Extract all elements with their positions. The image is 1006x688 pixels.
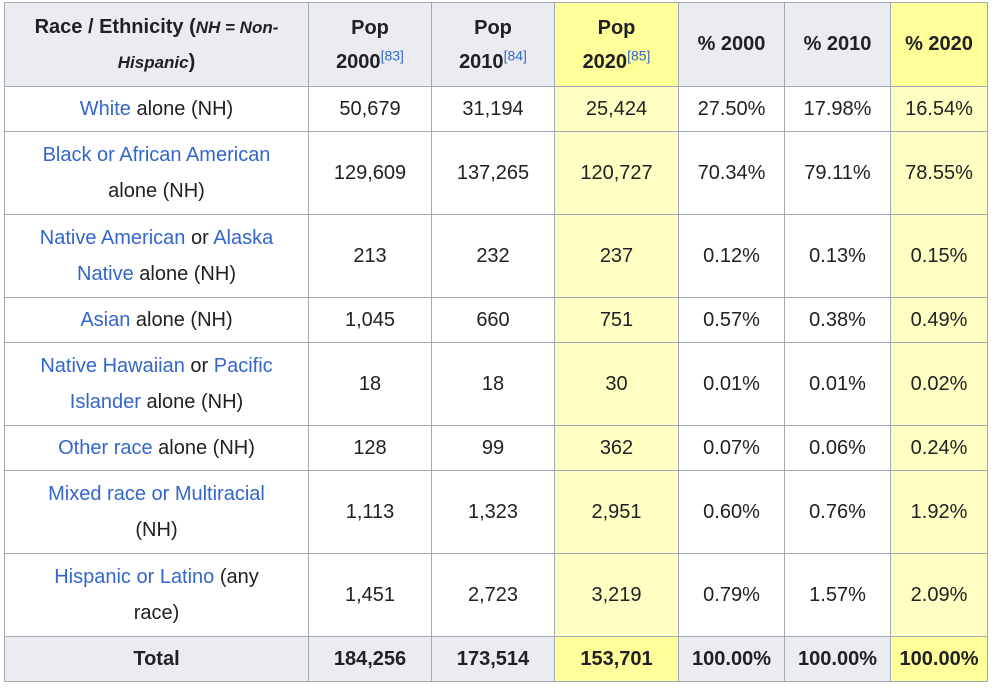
pct-2010-cell: 0.06% bbox=[784, 425, 891, 471]
pop-2020-cell: 237 bbox=[554, 214, 679, 298]
pop-2020-cell: 3,219 bbox=[554, 553, 679, 637]
pct-2010-cell: 0.13% bbox=[784, 214, 891, 298]
race-link-hispanic-latino[interactable]: Hispanic or Latino bbox=[54, 566, 215, 588]
table-row: Black or African American alone (NH) 129,… bbox=[4, 131, 988, 215]
table-row: Mixed race or Multiracial (NH) 1,113 1,32… bbox=[4, 470, 988, 554]
header-race-label: Race / Ethnicity bbox=[34, 15, 184, 38]
race-link-native-american[interactable]: Native American bbox=[39, 227, 186, 249]
pop-2010-cell: 1,323 bbox=[431, 470, 555, 554]
pop-2000-cell: 1,451 bbox=[308, 553, 432, 637]
pop-2000-cell: 129,609 bbox=[308, 131, 432, 215]
pct-2020-cell: 0.24% bbox=[890, 425, 988, 471]
pct-2010-cell: 79.11% bbox=[784, 131, 891, 215]
total-row: Total 184,256 173,514 153,701 100.00% 10… bbox=[4, 636, 988, 682]
table-row: White alone (NH) 50,679 31,194 25,424 27… bbox=[4, 86, 988, 132]
pct-2010-cell: 17.98% bbox=[784, 86, 891, 132]
race-cell: White alone (NH) bbox=[4, 86, 309, 132]
header-pct-2020: % 2020 bbox=[890, 2, 988, 87]
race-link-pacific-islander[interactable]: Pacific Islander bbox=[69, 355, 273, 413]
pct-2010-cell: 0.38% bbox=[784, 297, 891, 343]
total-pop-2000: 184,256 bbox=[308, 636, 432, 682]
pct-2000-cell: 0.57% bbox=[678, 297, 785, 343]
header-race-ethnicity: Race / Ethnicity (NH = Non-Hispanic) bbox=[4, 2, 309, 87]
pop-2000-cell: 18 bbox=[308, 342, 432, 426]
total-pct-2010: 100.00% bbox=[784, 636, 891, 682]
pop-2000-cell: 1,113 bbox=[308, 470, 432, 554]
race-link-black[interactable]: Black or African American bbox=[42, 144, 271, 166]
pct-2010-cell: 0.01% bbox=[784, 342, 891, 426]
pct-2020-cell: 0.15% bbox=[890, 214, 988, 298]
race-ethnicity-table: Race / Ethnicity (NH = Non-Hispanic) Pop… bbox=[4, 2, 988, 682]
pop-2010-cell: 99 bbox=[431, 425, 555, 471]
race-link-asian[interactable]: Asian bbox=[80, 308, 131, 331]
header-pop-2020: Pop 2020[85] bbox=[554, 2, 679, 87]
table-row: Native Hawaiian or Pacific Islander alone… bbox=[4, 342, 988, 426]
total-label: Total bbox=[4, 636, 309, 682]
race-cell: Native American or Alaska Native alone (N… bbox=[4, 214, 309, 298]
header-race-note: NH = Non-Hispanic bbox=[117, 17, 279, 72]
pct-2020-cell: 0.49% bbox=[890, 297, 988, 343]
pct-2020-cell: 0.02% bbox=[890, 342, 988, 426]
pct-2020-cell: 1.92% bbox=[890, 470, 988, 554]
ref-link-84[interactable]: [84] bbox=[503, 46, 527, 63]
race-link-mixed-race[interactable]: Mixed race or Multiracial bbox=[48, 483, 265, 505]
header-pop-2010: Pop 2010[84] bbox=[431, 2, 555, 87]
pop-2000-cell: 1,045 bbox=[308, 297, 432, 343]
pop-2000-cell: 50,679 bbox=[308, 86, 432, 132]
total-pct-2020: 100.00% bbox=[890, 636, 988, 682]
race-cell: Black or African American alone (NH) bbox=[4, 131, 309, 215]
pct-2000-cell: 70.34% bbox=[678, 131, 785, 215]
table-row: Asian alone (NH) 1,045 660 751 0.57% 0.3… bbox=[4, 297, 988, 343]
pct-2010-cell: 0.76% bbox=[784, 470, 891, 554]
header-pct-2010: % 2010 bbox=[784, 2, 891, 87]
pct-2020-cell: 2.09% bbox=[890, 553, 988, 637]
header-pct-2000: % 2000 bbox=[678, 2, 785, 87]
table-row: Hispanic or Latino (any race) 1,451 2,723… bbox=[4, 553, 988, 637]
pop-2020-cell: 362 bbox=[554, 425, 679, 471]
pct-2000-cell: 0.60% bbox=[678, 470, 785, 554]
race-cell: Hispanic or Latino (any race) bbox=[4, 553, 309, 637]
pop-2020-cell: 751 bbox=[554, 297, 679, 343]
race-cell: Other race alone (NH) bbox=[4, 425, 309, 471]
pop-2010-cell: 232 bbox=[431, 214, 555, 298]
ref-link-85[interactable]: [85] bbox=[627, 46, 651, 63]
race-link-white[interactable]: White bbox=[79, 97, 131, 120]
pop-2020-cell: 25,424 bbox=[554, 86, 679, 132]
pct-2020-cell: 16.54% bbox=[890, 86, 988, 132]
pct-2000-cell: 0.12% bbox=[678, 214, 785, 298]
race-link-alaska-native[interactable]: Alaska Native bbox=[77, 227, 274, 285]
race-link-native-hawaiian[interactable]: Native Hawaiian bbox=[40, 355, 185, 377]
total-pop-2010: 173,514 bbox=[431, 636, 555, 682]
table-row: Native American or Alaska Native alone (N… bbox=[4, 214, 988, 298]
pop-2010-cell: 18 bbox=[431, 342, 555, 426]
table-row: Other race alone (NH) 128 99 362 0.07% 0… bbox=[4, 425, 988, 471]
pop-2010-cell: 660 bbox=[431, 297, 555, 343]
pct-2000-cell: 0.01% bbox=[678, 342, 785, 426]
pct-2010-cell: 1.57% bbox=[784, 553, 891, 637]
header-pop-2000: Pop 2000[83] bbox=[308, 2, 432, 87]
pct-2000-cell: 0.07% bbox=[678, 425, 785, 471]
pop-2020-cell: 120,727 bbox=[554, 131, 679, 215]
total-pop-2020: 153,701 bbox=[554, 636, 679, 682]
pct-2000-cell: 27.50% bbox=[678, 86, 785, 132]
ref-link-83[interactable]: [83] bbox=[380, 46, 404, 63]
pct-2000-cell: 0.79% bbox=[678, 553, 785, 637]
race-link-other-race[interactable]: Other race bbox=[58, 436, 153, 459]
pop-2010-cell: 137,265 bbox=[431, 131, 555, 215]
pop-2020-cell: 30 bbox=[554, 342, 679, 426]
pct-2020-cell: 78.55% bbox=[890, 131, 988, 215]
pop-2010-cell: 2,723 bbox=[431, 553, 555, 637]
pop-2020-cell: 2,951 bbox=[554, 470, 679, 554]
total-pct-2000: 100.00% bbox=[678, 636, 785, 682]
pop-2000-cell: 213 bbox=[308, 214, 432, 298]
race-cell: Asian alone (NH) bbox=[4, 297, 309, 343]
pop-2010-cell: 31,194 bbox=[431, 86, 555, 132]
race-cell: Native Hawaiian or Pacific Islander alone… bbox=[4, 342, 309, 426]
header-row: Race / Ethnicity (NH = Non-Hispanic) Pop… bbox=[4, 2, 988, 87]
pop-2000-cell: 128 bbox=[308, 425, 432, 471]
race-cell: Mixed race or Multiracial (NH) bbox=[4, 470, 309, 554]
